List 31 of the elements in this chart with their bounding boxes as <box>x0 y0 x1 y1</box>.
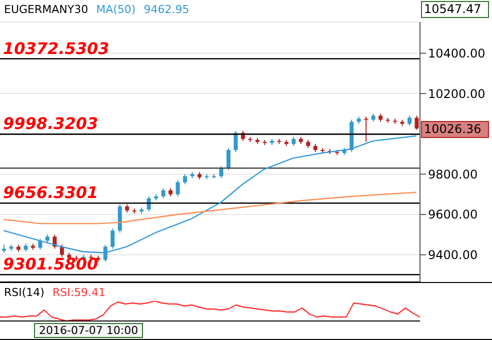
text: 2016-07-07 10:00 <box>34 323 144 338</box>
candlestick <box>161 188 166 199</box>
candlestick <box>408 115 412 126</box>
candlestick <box>103 244 108 262</box>
candlestick <box>110 228 115 250</box>
text: 9462.95 <box>144 3 190 16</box>
candlestick <box>226 147 230 171</box>
price-tag: 10026.36 <box>421 120 489 138</box>
ref-line-label: 10372.5303 <box>3 38 110 58</box>
chart-title: EUGERMANY30 <box>4 3 88 16</box>
ref-line-label: 9656.3301 <box>3 183 98 202</box>
candlestick <box>176 180 180 197</box>
y-tick-label: 9800.00 <box>428 167 478 182</box>
text: MA(50) <box>96 3 136 16</box>
series-label: RSI:59.41 <box>52 286 106 299</box>
y-tick-label: 9600.00 <box>428 208 478 222</box>
candlestick <box>60 244 64 258</box>
candlestick <box>292 136 296 146</box>
y-tick-label: 10400.00 <box>428 46 486 60</box>
candlestick <box>364 116 368 142</box>
chart-title: RSI(14) <box>4 286 44 299</box>
candlestick <box>183 174 188 185</box>
candlestick <box>414 115 419 130</box>
ref-line-label: 9301.5800 <box>3 254 98 274</box>
candlestick <box>393 118 398 124</box>
candlestick <box>386 117 390 124</box>
ref-line-label: 9998.3203 <box>3 114 98 134</box>
y-tick-label: 10200.00 <box>428 86 486 101</box>
price-tag: 10547.47 <box>421 1 489 18</box>
candlestick <box>234 130 238 152</box>
y-tick-label: 9400.00 <box>428 248 478 262</box>
